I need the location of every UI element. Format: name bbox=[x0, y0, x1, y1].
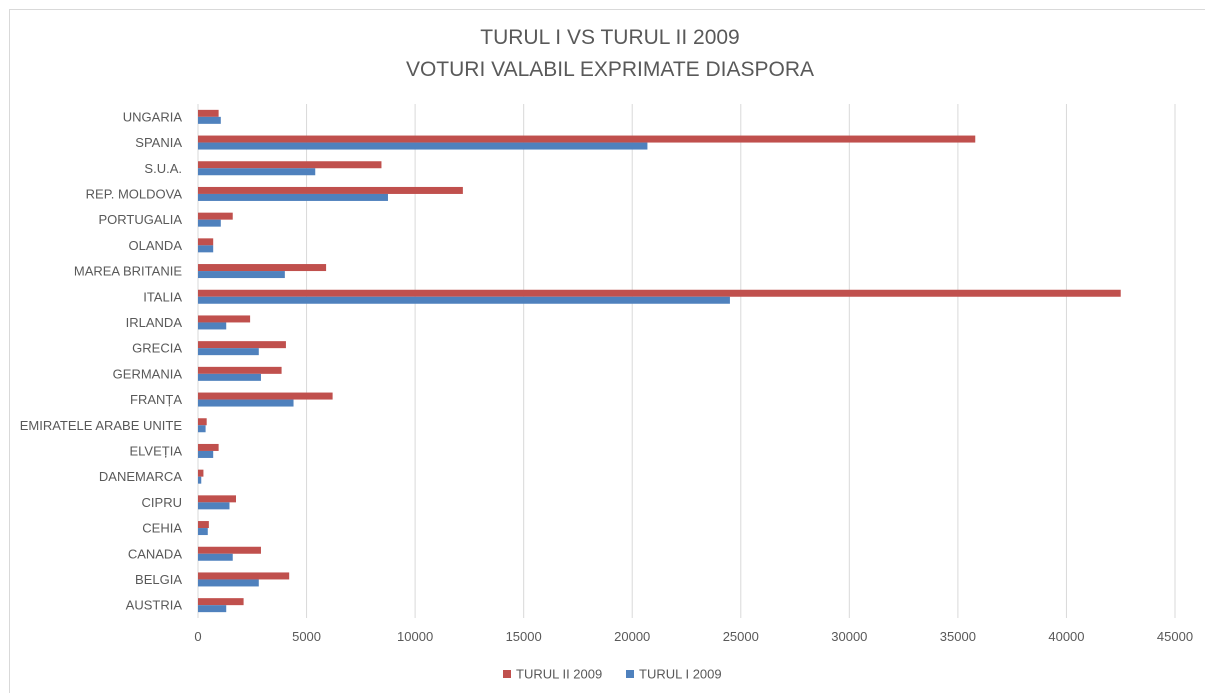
category-label: DANEMARCA bbox=[99, 469, 182, 484]
bar-turul-i bbox=[198, 579, 259, 587]
category-label: FRANȚA bbox=[130, 392, 182, 407]
category-label: PORTUGALIA bbox=[98, 212, 182, 227]
category-label: AUSTRIA bbox=[126, 598, 183, 613]
bar-turul-i bbox=[198, 399, 294, 407]
bar-turul-ii bbox=[198, 546, 261, 554]
bar-turul-ii bbox=[198, 598, 244, 606]
x-tick-label: 0 bbox=[194, 629, 201, 644]
bar-turul-ii bbox=[198, 109, 219, 117]
bar-turul-ii bbox=[198, 366, 282, 374]
bar-turul-i bbox=[198, 245, 214, 253]
category-label: ITALIA bbox=[143, 289, 182, 304]
category-label: BELGIA bbox=[135, 572, 182, 587]
legend-swatch-turul-ii bbox=[503, 670, 511, 678]
bar-turul-ii bbox=[198, 341, 286, 349]
bar-turul-i bbox=[198, 476, 202, 484]
bar-turul-i bbox=[198, 193, 388, 201]
bar-turul-ii bbox=[198, 135, 976, 143]
bar-turul-ii bbox=[198, 392, 333, 400]
bar-turul-ii bbox=[198, 264, 327, 272]
x-tick-label: 10000 bbox=[397, 629, 433, 644]
category-label: GERMANIA bbox=[113, 366, 183, 381]
bar-turul-ii bbox=[198, 521, 209, 529]
category-label: CEHIA bbox=[142, 521, 182, 536]
chart-title: TURUL I VS TURUL II 2009 VOTURI VALABIL … bbox=[0, 22, 1206, 86]
bar-turul-ii bbox=[198, 315, 251, 323]
bar-turul-ii bbox=[198, 238, 214, 246]
x-tick-label: 5000 bbox=[292, 629, 321, 644]
bar-turul-i bbox=[198, 271, 285, 279]
bar-turul-i bbox=[198, 373, 261, 381]
bar-turul-i bbox=[198, 219, 221, 227]
bar-turul-ii bbox=[198, 443, 219, 451]
category-label: SPANIA bbox=[135, 135, 182, 150]
bar-turul-i bbox=[198, 142, 648, 150]
x-tick-label: 20000 bbox=[614, 629, 650, 644]
bar-turul-ii bbox=[198, 161, 382, 169]
legend-label-turul-ii: TURUL II 2009 bbox=[516, 667, 602, 682]
chart-frame bbox=[9, 9, 1205, 693]
bar-turul-ii bbox=[198, 212, 233, 220]
category-label: UNGARIA bbox=[123, 109, 183, 124]
bar-turul-ii bbox=[198, 289, 1121, 297]
x-tick-label: 40000 bbox=[1048, 629, 1084, 644]
bar-turul-ii bbox=[198, 186, 463, 194]
category-label: ELVEȚIA bbox=[129, 443, 182, 458]
category-label: GRECIA bbox=[132, 341, 182, 356]
chart-subtitle: VOTURI VALABIL EXPRIMATE DIASPORA bbox=[405, 58, 815, 81]
category-label: EMIRATELE ARABE UNITE bbox=[20, 418, 183, 433]
x-tick-label: 30000 bbox=[831, 629, 867, 644]
bar-turul-ii bbox=[198, 495, 236, 503]
bar-turul-ii bbox=[198, 469, 204, 477]
bar-turul-ii bbox=[198, 572, 290, 580]
chart-title-line1: TURUL I VS TURUL II 2009 bbox=[480, 26, 740, 49]
category-label: S.U.A. bbox=[144, 161, 182, 176]
bar-turul-i bbox=[198, 450, 214, 458]
category-label: OLANDA bbox=[129, 238, 183, 253]
x-tick-label: 25000 bbox=[723, 629, 759, 644]
bar-turul-i bbox=[198, 605, 227, 613]
category-label: CIPRU bbox=[142, 495, 182, 510]
category-label: MAREA BRITANIE bbox=[74, 264, 182, 279]
legend-swatch-turul-i bbox=[626, 670, 634, 678]
category-label: IRLANDA bbox=[126, 315, 183, 330]
bar-turul-i bbox=[198, 348, 259, 356]
bar-turul-ii bbox=[198, 418, 207, 426]
category-label: REP. MOLDOVA bbox=[86, 186, 183, 201]
bar-turul-i bbox=[198, 528, 208, 536]
bar-turul-i bbox=[198, 322, 227, 330]
bar-turul-i bbox=[198, 116, 221, 124]
x-tick-label: 35000 bbox=[940, 629, 976, 644]
legend-label-turul-i: TURUL I 2009 bbox=[639, 667, 722, 682]
category-label: CANADA bbox=[128, 546, 183, 561]
bar-turul-i bbox=[198, 502, 230, 510]
x-tick-label: 45000 bbox=[1157, 629, 1193, 644]
bar-turul-i bbox=[198, 553, 233, 561]
x-tick-label: 15000 bbox=[506, 629, 542, 644]
bar-turul-i bbox=[198, 168, 316, 176]
bar-turul-i bbox=[198, 296, 730, 304]
bar-turul-i bbox=[198, 425, 206, 433]
